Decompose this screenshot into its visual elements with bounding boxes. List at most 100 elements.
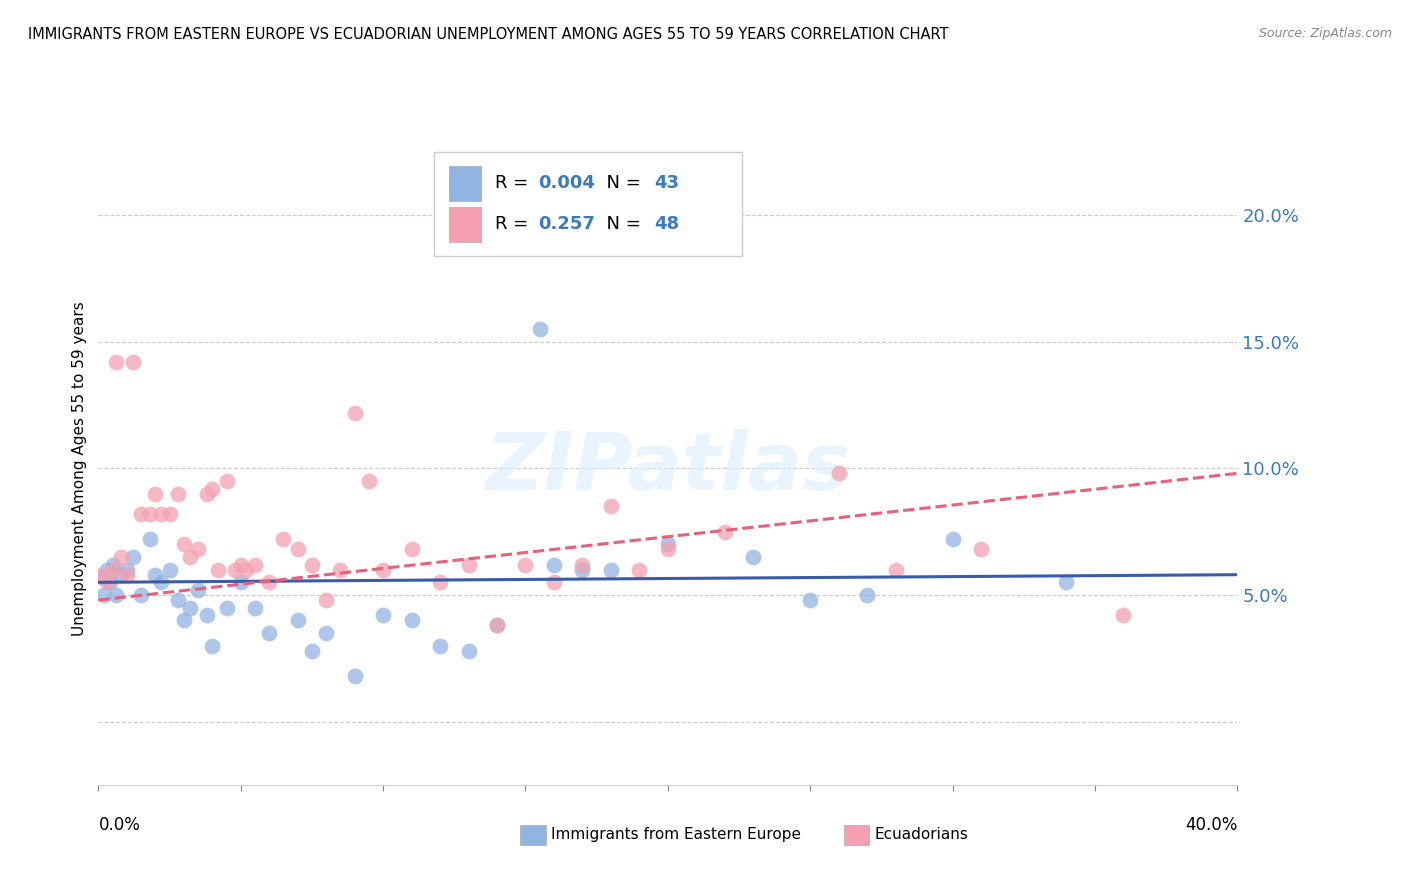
Point (229, 575, 252, 590)
Point (486, 618, 509, 632)
Point (173, 537, 195, 551)
Text: 0.0%: 0.0% (98, 816, 141, 834)
Text: 0.257: 0.257 (538, 216, 595, 234)
Point (145, 567, 167, 582)
Point (543, 575, 565, 590)
Point (884, 563, 907, 577)
Point (235, 563, 257, 577)
Point (628, 563, 651, 577)
Point (243, 600, 266, 615)
Point (343, 669, 366, 683)
Text: 0.004: 0.004 (538, 174, 595, 193)
Point (104, 355, 127, 369)
Point (373, 608, 395, 623)
Point (129, 588, 152, 602)
Point (457, 643, 479, 657)
Text: R =: R = (495, 216, 534, 234)
Point (315, 593, 337, 607)
Point (179, 549, 201, 564)
Point (207, 563, 229, 577)
Text: IMMIGRANTS FROM EASTERN EUROPE VS ECUADORIAN UNEMPLOYMENT AMONG AGES 55 TO 59 YE: IMMIGRANTS FROM EASTERN EUROPE VS ECUADO… (28, 27, 949, 42)
Point (110, 567, 132, 582)
Point (179, 600, 201, 615)
Point (543, 558, 565, 572)
Point (167, 486, 190, 500)
Point (115, 563, 138, 577)
Point (657, 537, 679, 551)
Point (373, 563, 395, 577)
Point (259, 626, 281, 640)
Point (828, 467, 851, 481)
Point (856, 588, 879, 602)
Point (90, 570, 112, 584)
Point (159, 507, 181, 521)
Point (167, 593, 190, 607)
Point (600, 563, 623, 577)
Point (429, 575, 451, 590)
Text: ZIPatlas: ZIPatlas (485, 429, 851, 508)
Point (287, 613, 309, 627)
Point (145, 486, 167, 500)
Point (98, 575, 121, 590)
Point (486, 618, 509, 632)
Point (93, 588, 115, 602)
Point (96, 575, 118, 590)
Point (187, 542, 209, 557)
Point (187, 582, 209, 597)
Point (104, 588, 127, 602)
Text: R =: R = (495, 174, 534, 193)
Y-axis label: Unemployment Among Ages 55 to 59 years: Unemployment Among Ages 55 to 59 years (72, 301, 87, 636)
Point (742, 549, 765, 564)
Point (121, 355, 143, 369)
Point (799, 593, 821, 607)
Point (150, 575, 173, 590)
Text: Ecuadorians: Ecuadorians (875, 827, 969, 841)
Point (243, 558, 266, 572)
Point (115, 567, 138, 582)
Point (215, 474, 238, 488)
Point (970, 542, 993, 557)
Point (942, 533, 965, 547)
Point (714, 524, 737, 539)
Point (329, 563, 352, 577)
Point (195, 486, 218, 500)
Point (571, 563, 593, 577)
Text: N =: N = (595, 216, 647, 234)
Point (90, 567, 112, 582)
Point (150, 507, 173, 521)
Point (315, 626, 337, 640)
Text: 43: 43 (654, 174, 679, 193)
Point (401, 613, 423, 627)
Point (259, 575, 281, 590)
Text: 48: 48 (654, 216, 679, 234)
Point (1056, 575, 1078, 590)
Point (195, 608, 218, 623)
Point (96, 563, 118, 577)
Point (515, 558, 537, 572)
Point (129, 507, 152, 521)
Text: N =: N = (595, 174, 647, 193)
Point (215, 600, 238, 615)
Text: 40.0%: 40.0% (1185, 816, 1237, 834)
Point (201, 482, 224, 496)
Point (110, 549, 132, 564)
Point (357, 474, 380, 488)
Point (529, 322, 551, 336)
Point (457, 558, 479, 572)
Point (429, 639, 451, 653)
Point (571, 558, 593, 572)
Point (343, 406, 366, 420)
Point (173, 613, 195, 627)
Point (201, 639, 224, 653)
Point (301, 643, 323, 657)
FancyBboxPatch shape (449, 207, 481, 242)
FancyBboxPatch shape (449, 166, 481, 201)
Text: Source: ZipAtlas.com: Source: ZipAtlas.com (1258, 27, 1392, 40)
Point (138, 507, 160, 521)
Point (224, 563, 246, 577)
Point (600, 500, 623, 514)
Point (287, 542, 309, 557)
Point (301, 558, 323, 572)
Point (273, 533, 295, 547)
Point (229, 558, 252, 572)
